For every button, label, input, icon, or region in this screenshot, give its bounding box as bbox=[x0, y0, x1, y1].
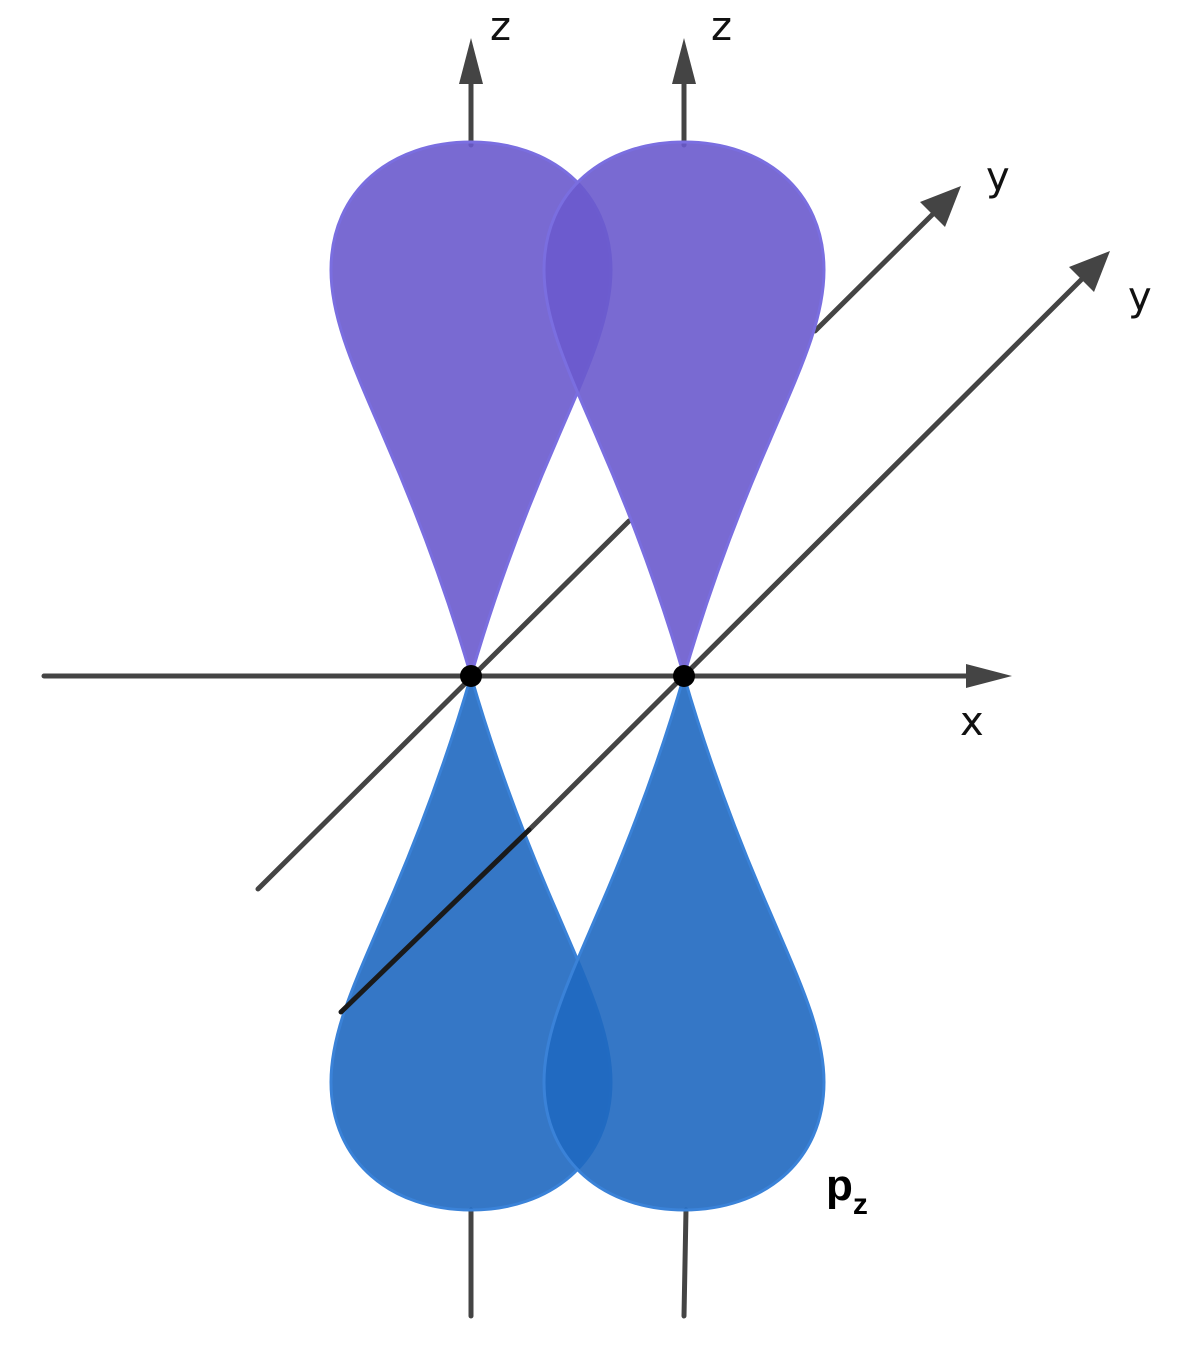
axis-labels: z z y y x bbox=[490, 4, 1152, 745]
orbital-subscript: z bbox=[853, 1188, 868, 1221]
z-axes bbox=[459, 38, 696, 1319]
right-z-arrowhead bbox=[672, 38, 696, 84]
right-y-label: y bbox=[1128, 274, 1152, 320]
left-y-label: y bbox=[986, 154, 1010, 200]
x-axis bbox=[41, 664, 1012, 688]
orbital-lobes bbox=[329, 140, 826, 1212]
left-z-arrowhead bbox=[459, 38, 483, 84]
right-upper-lobe bbox=[542, 140, 826, 682]
y-axes-back bbox=[255, 186, 1110, 892]
orbital-symbol: p bbox=[826, 1161, 853, 1210]
orbital-label: pz bbox=[826, 1161, 868, 1221]
left-y-axis-upper-segment bbox=[812, 206, 941, 334]
left-lower-lobe bbox=[329, 670, 613, 1212]
right-y-arrowhead bbox=[1069, 251, 1110, 292]
x-label: x bbox=[960, 699, 984, 745]
left-y-arrowhead bbox=[920, 186, 961, 227]
nuclei bbox=[460, 665, 695, 687]
right-y-axis-line bbox=[526, 270, 1091, 833]
right-nucleus bbox=[673, 665, 695, 687]
right-lower-lobe bbox=[542, 670, 826, 1212]
left-z-label: z bbox=[490, 4, 511, 50]
right-y-axis-front-segment bbox=[338, 827, 532, 1015]
right-z-label: z bbox=[711, 4, 732, 50]
left-nucleus bbox=[460, 665, 482, 687]
left-y-axis-line bbox=[255, 518, 632, 892]
x-arrowhead bbox=[966, 664, 1012, 688]
right-z-axis-bottom bbox=[681, 1207, 689, 1319]
left-upper-lobe bbox=[329, 140, 613, 682]
